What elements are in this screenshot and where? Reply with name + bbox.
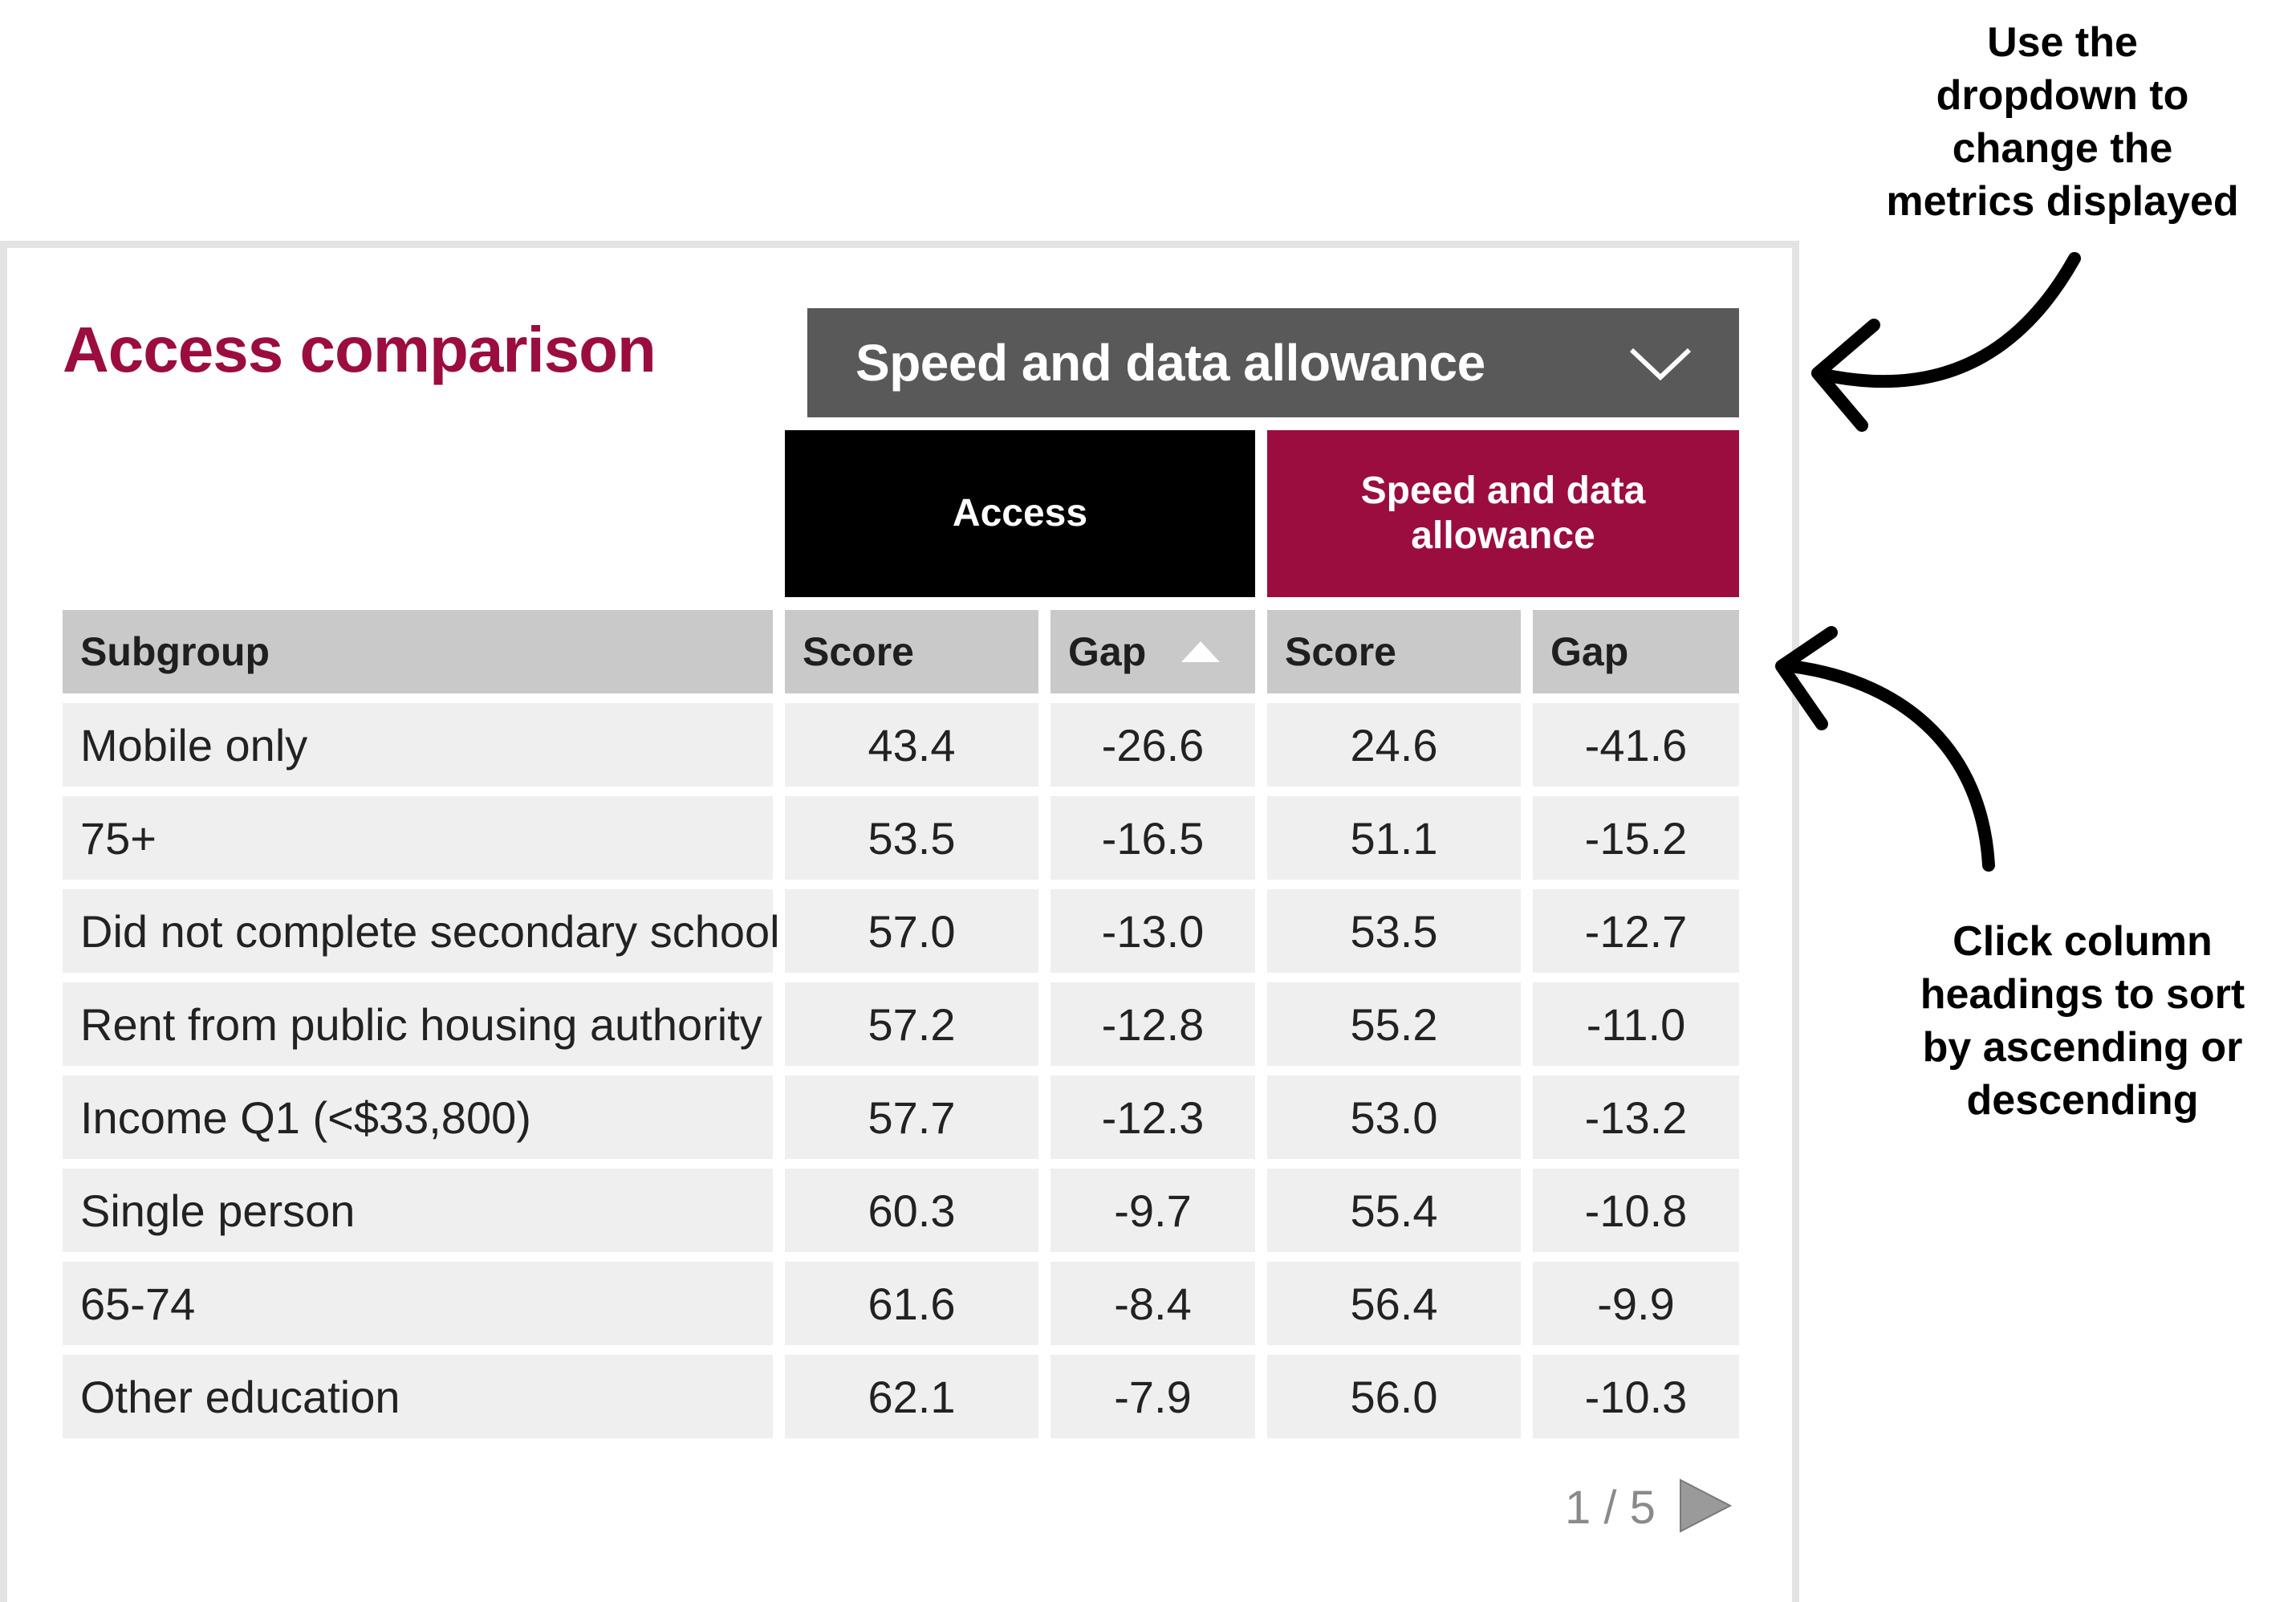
access-gap-cell: -9.7 bbox=[1050, 1169, 1255, 1252]
access-score-cell: 60.3 bbox=[785, 1169, 1038, 1252]
column-header-speed-gap-label: Gap bbox=[1550, 629, 1629, 674]
subgroup-cell: Income Q1 (<$33,800) bbox=[63, 1075, 773, 1159]
access-score-cell: 43.4 bbox=[785, 703, 1038, 787]
group-header-access: Access bbox=[785, 430, 1255, 597]
column-header-speed-gap[interactable]: Gap bbox=[1533, 610, 1739, 693]
speed-score-cell: 56.4 bbox=[1267, 1262, 1521, 1345]
access-gap-cell: -13.0 bbox=[1050, 889, 1255, 973]
page-indicator: 1 / 5 bbox=[1565, 1482, 1656, 1534]
annotation-sort-hint: Click column headings to sort by ascendi… bbox=[1870, 915, 2295, 1127]
access-gap-cell: -16.5 bbox=[1050, 796, 1255, 880]
sort-ascending-icon bbox=[1181, 641, 1221, 662]
access-score-cell: 62.1 bbox=[785, 1355, 1038, 1438]
speed-gap-cell: -11.0 bbox=[1533, 982, 1739, 1066]
annotation-line: headings to sort bbox=[1920, 971, 2245, 1018]
chevron-down-icon bbox=[1629, 348, 1692, 381]
speed-score-cell: 55.2 bbox=[1267, 982, 1521, 1066]
curved-arrow-icon bbox=[1775, 626, 1995, 872]
subgroup-cell: Other education bbox=[63, 1355, 773, 1438]
access-score-cell: 57.0 bbox=[785, 889, 1038, 973]
access-gap-cell: -7.9 bbox=[1050, 1355, 1255, 1438]
speed-score-cell: 53.5 bbox=[1267, 889, 1521, 973]
speed-score-cell: 55.4 bbox=[1267, 1169, 1521, 1252]
speed-gap-cell: -10.3 bbox=[1533, 1355, 1739, 1438]
annotation-line: descending bbox=[1966, 1077, 2199, 1124]
access-gap-cell: -12.8 bbox=[1050, 982, 1255, 1066]
metric-dropdown[interactable]: Speed and data allowance bbox=[807, 308, 1739, 417]
annotation-line: Use the bbox=[1987, 19, 2138, 66]
speed-gap-cell: -9.9 bbox=[1533, 1262, 1739, 1345]
subgroup-cell: Did not complete secondary school bbox=[63, 889, 780, 973]
annotation-line: dropdown to bbox=[1936, 72, 2189, 119]
annotation-line: Click column bbox=[1953, 918, 2213, 965]
access-gap-cell: -12.3 bbox=[1050, 1075, 1255, 1159]
speed-gap-cell: -12.7 bbox=[1533, 889, 1739, 973]
column-header-access-score[interactable]: Score bbox=[785, 610, 1038, 693]
speed-score-cell: 51.1 bbox=[1267, 796, 1521, 880]
column-header-access-gap[interactable]: Gap bbox=[1050, 610, 1255, 693]
speed-gap-cell: -10.8 bbox=[1533, 1169, 1739, 1252]
subgroup-cell: Rent from public housing authority bbox=[63, 982, 773, 1066]
access-score-cell: 57.7 bbox=[785, 1075, 1038, 1159]
dropdown-selected-label: Speed and data allowance bbox=[855, 334, 1485, 392]
access-score-cell: 57.2 bbox=[785, 982, 1038, 1066]
column-header-subgroup[interactable]: Subgroup bbox=[63, 610, 773, 693]
column-header-speed-score[interactable]: Score bbox=[1267, 610, 1521, 693]
annotation-line: change the bbox=[1952, 125, 2173, 172]
subgroup-cell: 65-74 bbox=[63, 1262, 773, 1345]
play-next-icon[interactable] bbox=[1677, 1477, 1733, 1535]
annotation-line: by ascending or bbox=[1922, 1024, 2243, 1071]
curved-arrow-icon bbox=[1811, 252, 2081, 432]
column-header-access-gap-label: Gap bbox=[1068, 629, 1147, 674]
access-score-cell: 61.6 bbox=[785, 1262, 1038, 1345]
subgroup-cell: Single person bbox=[63, 1169, 773, 1252]
access-score-cell: 53.5 bbox=[785, 796, 1038, 880]
annotation-line: metrics displayed bbox=[1886, 178, 2239, 225]
group-header-speed: Speed and data allowance bbox=[1267, 430, 1739, 597]
column-header-subgroup-label: Subgroup bbox=[80, 629, 270, 674]
column-header-speed-score-label: Score bbox=[1285, 629, 1396, 674]
speed-score-cell: 53.0 bbox=[1267, 1075, 1521, 1159]
speed-score-cell: 56.0 bbox=[1267, 1355, 1521, 1438]
speed-score-cell: 24.6 bbox=[1267, 703, 1521, 787]
subgroup-cell: Mobile only bbox=[63, 703, 773, 787]
access-gap-cell: -26.6 bbox=[1050, 703, 1255, 787]
subgroup-cell: 75+ bbox=[63, 796, 773, 880]
speed-gap-cell: -41.6 bbox=[1533, 703, 1739, 787]
page-title: Access comparison bbox=[63, 314, 656, 385]
speed-gap-cell: -15.2 bbox=[1533, 796, 1739, 880]
access-gap-cell: -8.4 bbox=[1050, 1262, 1255, 1345]
column-header-access-score-label: Score bbox=[803, 629, 914, 674]
annotation-dropdown-hint: Use the dropdown to change the metrics d… bbox=[1846, 16, 2279, 228]
speed-gap-cell: -13.2 bbox=[1533, 1075, 1739, 1159]
